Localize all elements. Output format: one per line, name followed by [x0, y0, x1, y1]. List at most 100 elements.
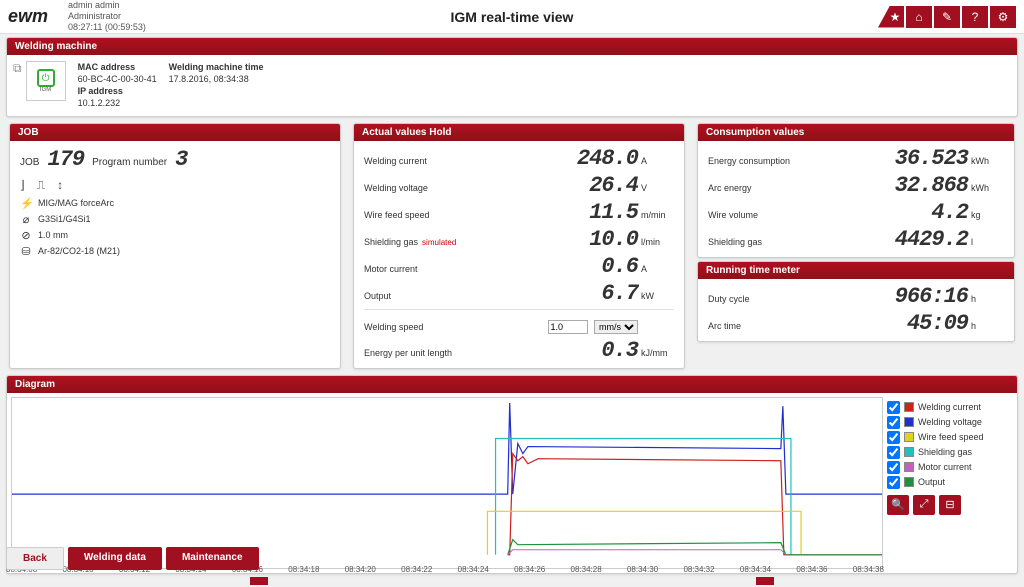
- speed-unit-select[interactable]: mm/s: [594, 320, 638, 334]
- legend-label: Shielding gas: [918, 447, 972, 457]
- value-unit: h: [968, 294, 1004, 304]
- job-label: JOB: [20, 157, 39, 168]
- value-row: Wire volume 4.2 kg: [708, 199, 1004, 226]
- legend-item[interactable]: Output: [887, 476, 1009, 489]
- back-button[interactable]: Back: [6, 547, 64, 570]
- xtick: 08:34:34: [740, 565, 771, 574]
- value-label: Energy per unit length: [364, 348, 484, 358]
- footer: Back Welding data Maintenance: [6, 547, 259, 570]
- value-label: Shielding gas: [708, 237, 828, 247]
- welding-machine-panel: Welding machine ⧉ ⏻ IGM MAC address 60-B…: [6, 37, 1018, 117]
- legend-label: Welding current: [918, 402, 981, 412]
- legend-checkbox[interactable]: [887, 476, 900, 489]
- value-label: Motor current: [364, 264, 484, 274]
- value-unit: l/min: [638, 237, 674, 247]
- legend-swatch: [904, 417, 914, 427]
- value-number: 10.0: [484, 227, 638, 252]
- legend-checkbox[interactable]: [887, 401, 900, 414]
- legend-item[interactable]: Shielding gas: [887, 446, 1009, 459]
- fav-icon[interactable]: ★: [878, 6, 904, 28]
- zoom-out-icon[interactable]: ⊟: [939, 495, 961, 515]
- value-number: 36.523: [828, 146, 968, 171]
- legend-item[interactable]: Wire feed speed: [887, 431, 1009, 444]
- energy-row: Energy per unit length 0.3 kJ/mm: [364, 337, 674, 364]
- legend-label: Welding voltage: [918, 417, 982, 427]
- ip-value: 10.1.2.232: [78, 98, 121, 108]
- legend-item[interactable]: Motor current: [887, 461, 1009, 474]
- panel-header: Actual values Hold: [354, 124, 684, 141]
- legend-item[interactable]: Welding current: [887, 401, 1009, 414]
- job-panel: JOB JOB 179 Program number 3 ⌋ ⎍ ↕ ⚡MIG/…: [9, 123, 341, 369]
- value-row: Energy consumption 36.523 kWh: [708, 145, 1004, 172]
- value-row: Wire feed speed 11.5 m/min: [364, 199, 674, 226]
- job-wire: G3Si1/G4Si1: [38, 214, 91, 224]
- program-label: Program number: [92, 157, 167, 168]
- xtick: 08:34:24: [458, 565, 489, 574]
- value-number: 4.2: [828, 200, 968, 225]
- legend-checkbox[interactable]: [887, 416, 900, 429]
- value-number: 0.6: [484, 254, 638, 279]
- value-label: Welding speed: [364, 322, 484, 332]
- help-icon[interactable]: ?: [962, 6, 988, 28]
- program-number: 3: [175, 147, 187, 172]
- value-unit: V: [638, 183, 674, 193]
- value-row: Shielding gas 4429.2 l: [708, 226, 1004, 253]
- mac-value: 60-BC-4C-00-30-41: [78, 74, 157, 84]
- legend-swatch: [904, 447, 914, 457]
- settings-icon[interactable]: ⚙: [990, 6, 1016, 28]
- job-mode-icons: ⌋ ⎍ ↕: [20, 178, 330, 193]
- home-icon[interactable]: ⌂: [906, 6, 932, 28]
- value-unit: m/min: [638, 210, 674, 220]
- value-label: Wire feed speed: [364, 210, 484, 220]
- legend-swatch: [904, 477, 914, 487]
- legend-item[interactable]: Welding voltage: [887, 416, 1009, 429]
- zoom-in-icon[interactable]: 🔍: [887, 495, 909, 515]
- legend-checkbox[interactable]: [887, 446, 900, 459]
- speed-input[interactable]: [548, 320, 588, 334]
- value-number: 248.0: [484, 146, 638, 171]
- wm-col-addr: MAC address 60-BC-4C-00-30-41 IP address…: [78, 61, 157, 110]
- resize-handles[interactable]: [6, 577, 1018, 587]
- value-label: Energy consumption: [708, 156, 828, 166]
- value-label: Duty cycle: [708, 294, 828, 304]
- welding-data-button[interactable]: Welding data: [68, 547, 162, 570]
- job-gas: Ar-82/CO2-18 (M21): [38, 246, 120, 256]
- value-row: Arc time 45:09 h: [708, 310, 1004, 337]
- legend-swatch: [904, 432, 914, 442]
- value-unit: A: [638, 264, 674, 274]
- header-time: 08:27:11 (00:59:53): [68, 22, 146, 33]
- value-unit: kW: [638, 291, 674, 301]
- mode-icon-3: ↕: [57, 178, 63, 193]
- legend-checkbox[interactable]: [887, 461, 900, 474]
- legend-checkbox[interactable]: [887, 431, 900, 444]
- xtick: 08:34:18: [288, 565, 319, 574]
- value-row: Motor current 0.6 A: [364, 253, 674, 280]
- consumption-panel: Consumption values Energy consumption 36…: [697, 123, 1015, 258]
- value-number: 6.7: [484, 281, 638, 306]
- value-row: Shielding gassimulated 10.0 l/min: [364, 226, 674, 253]
- link-icon[interactable]: ✎: [934, 6, 960, 28]
- welding-speed-row: Welding speed mm/s: [364, 309, 674, 337]
- zoom-fit-icon[interactable]: ⤢: [913, 495, 935, 515]
- user-info: admin admin Administrator 08:27:11 (00:5…: [68, 0, 146, 32]
- ip-label: IP address: [78, 86, 123, 96]
- value-label: Welding current: [364, 156, 484, 166]
- xtick: 08:34:36: [796, 565, 827, 574]
- maintenance-button[interactable]: Maintenance: [166, 547, 259, 570]
- wifi-icon: ⧉: [13, 61, 22, 76]
- value-unit: kWh: [968, 156, 1004, 166]
- panel-header: Welding machine: [7, 38, 1017, 55]
- legend-label: Wire feed speed: [918, 432, 984, 442]
- xtick: 08:34:20: [345, 565, 376, 574]
- chart-area[interactable]: [11, 397, 883, 569]
- header: ewm admin admin Administrator 08:27:11 (…: [0, 0, 1024, 34]
- value-unit: h: [968, 321, 1004, 331]
- value-unit: kg: [968, 210, 1004, 220]
- value-label: Wire volume: [708, 210, 828, 220]
- wm-time-label: Welding machine time: [169, 62, 264, 72]
- gas-icon: ⛁: [20, 245, 32, 258]
- top-icons: ★ ⌂ ✎ ? ⚙: [878, 6, 1016, 28]
- value-row: Arc energy 32.868 kWh: [708, 172, 1004, 199]
- xtick: 08:34:22: [401, 565, 432, 574]
- legend-swatch: [904, 402, 914, 412]
